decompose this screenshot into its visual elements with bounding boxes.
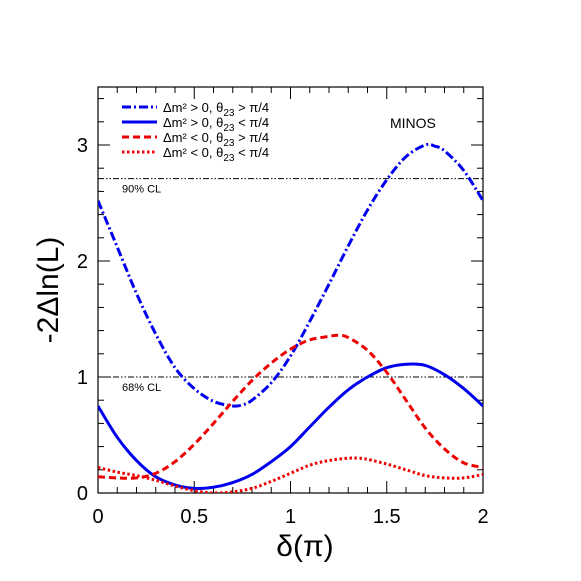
legend-label: Δm² > 0, θ23 < π/4 <box>163 115 269 134</box>
data-series <box>98 142 483 493</box>
minos-annotation: MINOS <box>390 115 436 131</box>
legend-label-subscript: 23 <box>223 123 235 134</box>
cl-label: 68% CL <box>122 382 161 394</box>
x-tick-label: 2 <box>477 506 488 528</box>
series-line-solid <box>98 362 483 490</box>
y-tick-label: 3 <box>77 135 88 157</box>
series-line-dashed <box>98 333 483 480</box>
x-tick-label: 1.5 <box>373 506 401 528</box>
legend-label: Δm² < 0, θ23 < π/4 <box>163 145 269 164</box>
x-tick-label: 0.5 <box>180 506 208 528</box>
y-axis-title: -2Δln(L) <box>32 237 65 344</box>
x-tick-labels: 0 0.5 1 1.5 2 <box>92 506 488 528</box>
legend-label-tail: > π/4 <box>234 100 269 115</box>
legend-label-tail: < π/4 <box>234 145 269 160</box>
axis-ticks <box>97 87 484 494</box>
legend-label-main: Δm² > 0, θ <box>163 115 223 130</box>
cl-label: 90% CL <box>122 184 161 196</box>
legend-label: Δm² < 0, θ23 > π/4 <box>163 130 269 149</box>
legend-label-subscript: 23 <box>223 138 235 149</box>
y-tick-label: 1 <box>77 367 88 389</box>
legend-label-main: Δm² < 0, θ <box>163 130 223 145</box>
legend-label-main: Δm² < 0, θ <box>163 145 223 160</box>
series-line-dashdot <box>98 142 483 408</box>
legend-label-main: Δm² > 0, θ <box>163 100 223 115</box>
y-tick-label: 0 <box>77 483 88 505</box>
legend-label-subscript: 23 <box>223 108 235 119</box>
y-tick-labels: 0 1 2 3 <box>77 135 88 505</box>
legend-label-tail: < π/4 <box>234 115 269 130</box>
reference-lines: 90% CL 68% CL <box>98 178 483 394</box>
x-tick-label: 1 <box>285 506 296 528</box>
legend-label: Δm² > 0, θ23 > π/4 <box>163 100 269 119</box>
legend-label-subscript: 23 <box>223 153 235 164</box>
x-axis-title: δ(π) <box>276 530 333 563</box>
y-tick-label: 2 <box>77 251 88 273</box>
legend-label-tail: > π/4 <box>234 130 269 145</box>
x-tick-label: 0 <box>92 506 103 528</box>
